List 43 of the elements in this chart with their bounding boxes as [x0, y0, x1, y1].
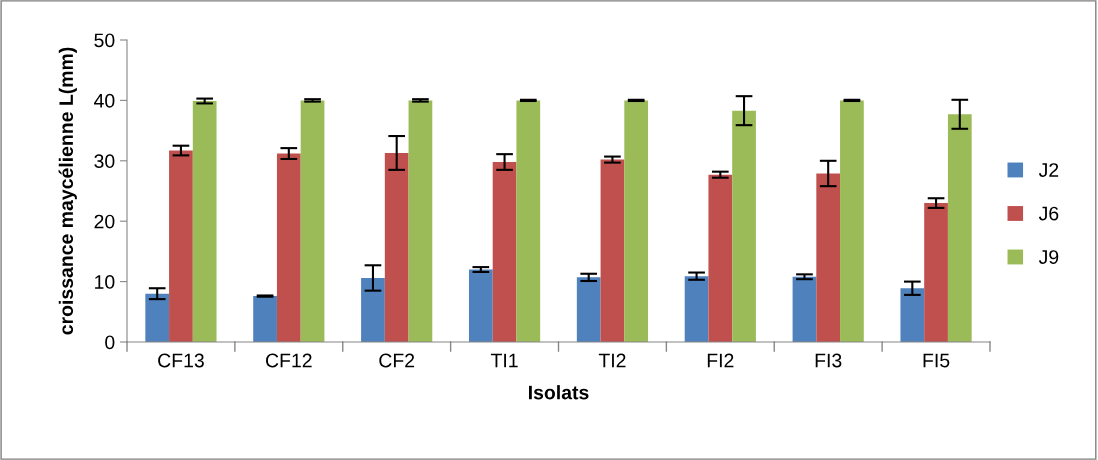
- bar: [732, 110, 756, 342]
- x-tick-label: TI2: [598, 353, 626, 368]
- bar: [600, 159, 625, 342]
- bar: [300, 100, 325, 342]
- x-tick-label: TI1: [490, 353, 518, 368]
- bar: [145, 293, 170, 342]
- bar: [276, 153, 301, 342]
- bar: [408, 100, 433, 342]
- bar: [900, 288, 925, 342]
- legend-label: J9: [1038, 250, 1059, 264]
- bar: [840, 100, 864, 342]
- x-tick-label: CF13: [158, 353, 204, 368]
- bar: [816, 173, 841, 342]
- x-tick-label: FI3: [815, 353, 842, 368]
- bar: [468, 269, 493, 342]
- x-tick-label: FI5: [923, 353, 950, 368]
- bar: [924, 203, 948, 342]
- y-tick-label: 50: [94, 33, 115, 48]
- x-axis-title: Isolats: [529, 385, 589, 400]
- bar: [624, 100, 649, 342]
- legend-label: J2: [1038, 163, 1059, 177]
- bar: [684, 276, 709, 342]
- bar: [384, 152, 409, 342]
- y-tick-label: 30: [94, 154, 115, 169]
- bar: [708, 174, 733, 342]
- bar: [792, 276, 817, 342]
- x-tick-label: CF2: [379, 353, 415, 368]
- y-tick-label: 10: [95, 275, 115, 289]
- bar: [516, 100, 541, 342]
- y-tick-label: 20: [94, 214, 115, 229]
- bar: [576, 277, 601, 342]
- y-tick-label: 0: [105, 335, 115, 350]
- bar: [492, 162, 517, 342]
- x-tick-label: CF12: [266, 353, 312, 368]
- legend-label: J6: [1038, 206, 1059, 221]
- bar: [947, 114, 972, 342]
- bar: [361, 277, 385, 342]
- bar: [253, 296, 277, 342]
- bar: [169, 150, 193, 342]
- x-tick-label: FI2: [707, 353, 734, 368]
- y-tick-label: 40: [94, 93, 115, 108]
- y-axis-title: croissance maycélienne L(mm): [58, 47, 77, 335]
- bar: [192, 101, 217, 342]
